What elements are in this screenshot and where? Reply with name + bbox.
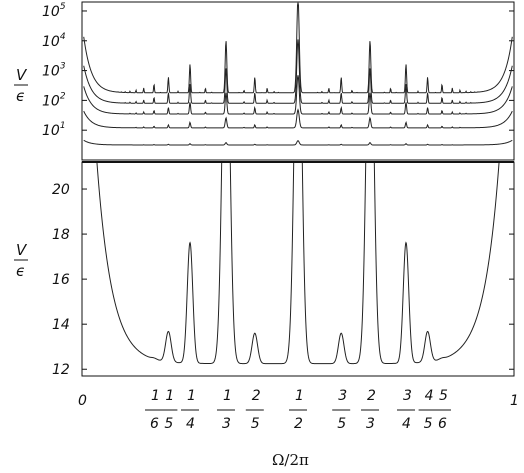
top-y-tick-label: 105	[42, 2, 66, 20]
top-y-tick-label: 101	[42, 121, 66, 139]
x-tick-denominator: 5	[164, 416, 173, 432]
x-tick-denominator: 5	[251, 416, 260, 432]
top-series-line	[83, 108, 513, 129]
x-tick-numerator: 1	[295, 388, 304, 404]
x-tick-numerator: 2	[252, 388, 261, 404]
x-tick-label: 1	[510, 393, 519, 409]
x-tick-denominator: 4	[402, 416, 411, 432]
x-tick-numerator: 2	[367, 388, 376, 404]
bottom-y-tick-label: 12	[52, 362, 70, 378]
top-panel: 101 102 103 104 105 Vϵ	[14, 1, 515, 161]
x-tick-numerator: 3	[403, 388, 412, 404]
top-series-line	[83, 2, 513, 94]
x-tick-denominator: 5	[424, 416, 433, 432]
top-frame	[81, 1, 515, 161]
x-tick-denominator: 2	[294, 416, 303, 432]
x-tick-denominator: 5	[337, 416, 346, 432]
x-tick-numerator: 4	[425, 388, 434, 404]
top-series-line	[83, 139, 513, 146]
x-tick-denominator: 6	[438, 416, 447, 432]
bottom-y-tick-label: 20	[52, 182, 70, 198]
bottom-frame	[81, 161, 515, 377]
bottom-ylabel-num: V	[16, 241, 28, 259]
x-tick-denominator: 3	[222, 416, 231, 432]
top-ylabel-den: ϵ	[16, 87, 25, 105]
top-y-tick-label: 102	[42, 91, 66, 109]
x-tick-denominator: 3	[366, 416, 375, 432]
top-series-line	[83, 75, 513, 115]
x-tick-label: 0	[78, 393, 87, 409]
x-tick-numerator: 3	[338, 388, 347, 404]
bottom-y-tick-label: 14	[52, 317, 70, 333]
bottom-ylabel-den: ϵ	[16, 262, 25, 280]
x-tick-numerator: 1	[223, 388, 232, 404]
bottom-series-line	[96, 163, 500, 365]
x-tick-numerator: 1	[187, 388, 196, 404]
top-ylabel-num: V	[16, 66, 28, 84]
x-tick-numerator: 1	[151, 388, 160, 404]
top-series-line	[83, 39, 513, 104]
x-tick-denominator: 6	[150, 416, 159, 432]
top-y-tick-label: 104	[42, 32, 66, 50]
x-tick-numerator: 1	[165, 388, 174, 404]
bottom-y-tick-label: 18	[52, 227, 70, 243]
bottom-y-tick-label: 16	[52, 272, 70, 288]
x-tick-denominator: 4	[186, 416, 195, 432]
x-tick-numerator: 5	[439, 388, 448, 404]
bottom-panel: 12 14 16 18 20 Vϵ	[14, 161, 515, 378]
top-y-tick-label: 103	[42, 62, 66, 80]
x-axis-label: Ω/2π	[272, 451, 309, 469]
